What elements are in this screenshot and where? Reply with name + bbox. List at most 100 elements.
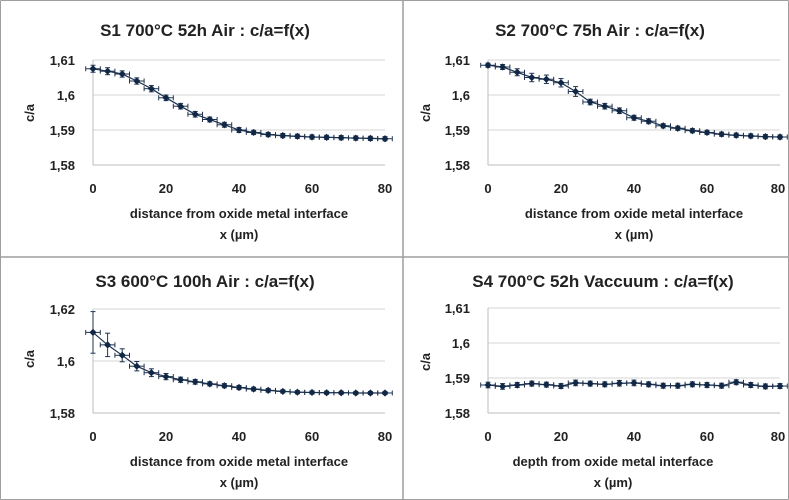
y-tick-label: 1,58	[50, 158, 75, 173]
x-tick-label: 20	[159, 181, 173, 196]
data-point	[352, 134, 360, 142]
x-tick-labels: 0 20 40 60 80	[89, 429, 392, 444]
data-point	[235, 383, 243, 392]
data-point	[147, 369, 155, 377]
y-axis-label: c/a	[22, 103, 37, 122]
y-tick-labels: 1,62 1,6 1,58	[50, 302, 75, 421]
data-point	[484, 381, 492, 389]
data-point	[162, 373, 170, 381]
data-point	[703, 381, 711, 389]
data-point	[776, 382, 784, 390]
data-point	[645, 117, 653, 125]
data-point	[586, 380, 594, 388]
data-point	[250, 128, 258, 137]
chart-title: S3 600°C 100h Air : c/a=f(x)	[95, 272, 314, 291]
plot-area	[85, 59, 393, 166]
data-point	[147, 85, 155, 93]
data-point	[293, 388, 301, 396]
data-point	[293, 132, 301, 140]
data-point	[572, 87, 580, 96]
data-point	[703, 128, 711, 137]
data-point	[557, 382, 565, 390]
data-point	[191, 110, 199, 118]
data-point	[542, 381, 550, 389]
y-tick-label: 1,6	[452, 336, 470, 351]
x-tick-label: 60	[305, 429, 319, 444]
x-tick-label: 80	[771, 429, 785, 444]
x-tick-label: 60	[700, 181, 714, 196]
data-point	[718, 130, 726, 138]
chart-panel-s2: S2 700°C 75h Air : c/a=f(x) c/a 1,61 1,6…	[418, 21, 788, 242]
data-point	[572, 379, 580, 387]
data-point	[381, 389, 389, 397]
data-point	[747, 381, 755, 389]
x-tick-label: 40	[232, 429, 246, 444]
y-tick-labels: 1,61 1,6 1,59 1,58	[445, 53, 470, 173]
chart-title: S2 700°C 75h Air : c/a=f(x)	[495, 21, 705, 40]
data-point	[264, 386, 272, 394]
data-point	[674, 382, 682, 390]
x-axis-label-line2: x (µm)	[615, 227, 654, 242]
x-axis-label-line1: depth from oxide metal interface	[513, 454, 714, 469]
data-point	[177, 102, 185, 110]
data-point	[323, 133, 331, 141]
chart-title: S4 700°C 52h Vaccuum : c/a=f(x)	[472, 272, 733, 291]
chart-panel-s3: S3 600°C 100h Air : c/a=f(x) c/a 1,62 1,…	[22, 272, 393, 490]
data-point	[89, 65, 97, 73]
data-point	[250, 385, 258, 393]
x-tick-label: 40	[232, 181, 246, 196]
data-point	[659, 122, 667, 130]
data-point	[308, 388, 316, 397]
data-point	[674, 124, 682, 132]
data-point	[484, 61, 492, 69]
data-point	[499, 382, 507, 390]
data-point	[118, 351, 126, 359]
plot-area	[480, 307, 788, 414]
data-point	[366, 389, 374, 397]
data-point	[220, 121, 228, 129]
y-tick-label: 1,61	[445, 53, 470, 68]
x-tick-label: 0	[484, 429, 491, 444]
x-tick-label: 80	[771, 181, 785, 196]
data-point	[337, 389, 345, 397]
x-tick-label: 20	[554, 429, 568, 444]
data-point	[776, 133, 784, 141]
data-point	[206, 115, 214, 124]
y-axis-label: c/a	[418, 103, 433, 122]
y-tick-label: 1,6	[57, 354, 75, 369]
data-point	[191, 378, 199, 386]
y-tick-label: 1,62	[50, 302, 75, 317]
data-point	[528, 73, 536, 82]
data-point	[761, 382, 769, 390]
y-tick-label: 1,58	[50, 406, 75, 421]
x-tick-label: 0	[89, 429, 96, 444]
plot-area	[85, 308, 393, 414]
x-tick-label: 0	[484, 181, 491, 196]
data-point	[630, 114, 638, 122]
x-axis-label-line2: x (µm)	[594, 475, 633, 490]
x-tick-labels: 0 20 40 60 80	[484, 429, 785, 444]
plot-area	[480, 59, 788, 166]
y-tick-label: 1,61	[445, 301, 470, 316]
data-point	[264, 130, 272, 139]
chart-panel-s4: S4 700°C 52h Vaccuum : c/a=f(x) c/a 1,61…	[418, 272, 788, 490]
data-point	[279, 387, 287, 396]
chart-panel-s1: S1 700°C 52h Air : c/a=f(x) c/a 1,61 1,6…	[22, 21, 393, 242]
x-axis-label-line1: distance from oxide metal interface	[130, 206, 348, 221]
x-tick-labels: 0 20 40 60 80	[484, 181, 785, 196]
data-point	[732, 131, 740, 139]
x-tick-label: 20	[554, 181, 568, 196]
x-tick-label: 40	[627, 429, 641, 444]
chart-title: S1 700°C 52h Air : c/a=f(x)	[100, 21, 310, 40]
x-tick-label: 80	[378, 429, 392, 444]
x-tick-label: 40	[627, 181, 641, 196]
data-point	[235, 126, 243, 134]
data-point	[747, 132, 755, 140]
y-tick-labels: 1,61 1,6 1,59 1,58	[445, 301, 470, 421]
x-axis-label-line1: distance from oxide metal interface	[525, 206, 743, 221]
data-point	[718, 382, 726, 390]
x-tick-label: 20	[159, 429, 173, 444]
y-tick-label: 1,61	[50, 53, 75, 68]
